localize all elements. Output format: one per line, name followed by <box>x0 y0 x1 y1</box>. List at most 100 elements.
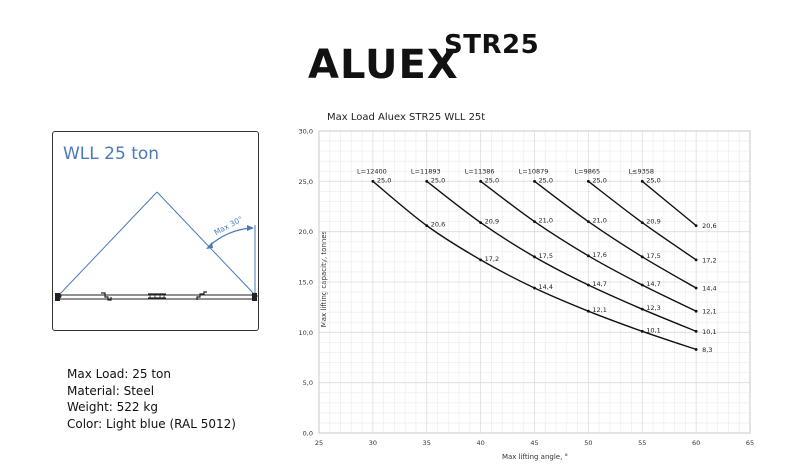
specifications-list: Max Load: 25 ton Material: Steel Weight:… <box>67 366 236 432</box>
plot-border <box>318 130 751 434</box>
data-label: 20,9 <box>485 218 499 226</box>
sling-lines-icon <box>58 191 256 296</box>
y-tick-label: 20,0 <box>299 228 313 236</box>
y-tick-label: 30,0 <box>299 128 313 136</box>
data-label: 12,1 <box>702 308 716 316</box>
data-label: 17,2 <box>702 256 716 264</box>
series-name-label: L=11893 <box>411 167 441 175</box>
data-point <box>586 254 590 258</box>
data-label: 20,6 <box>431 221 445 229</box>
x-tick-label: 65 <box>746 439 754 447</box>
data-point <box>586 179 590 183</box>
data-point <box>640 307 644 311</box>
series-L=10879: 25,0 21,0 17,5 14,4 L=10879 <box>519 167 717 292</box>
data-label: 20,9 <box>646 218 660 226</box>
spreader-beam-icon <box>55 291 258 301</box>
data-label: 14,7 <box>646 280 660 288</box>
data-point <box>640 255 644 259</box>
x-tick-label: 50 <box>584 439 592 447</box>
series-line <box>534 180 697 289</box>
data-point <box>640 283 644 287</box>
data-point <box>586 220 590 224</box>
wll-title: WLL 25 ton <box>63 144 160 164</box>
data-label: 10,1 <box>646 326 660 334</box>
spec-max-load: Max Load: 25 ton <box>67 367 172 381</box>
series-line <box>426 180 697 332</box>
x-axis-label: Max lifting angle, ° <box>501 453 569 461</box>
data-point <box>479 179 483 183</box>
data-label: 10,1 <box>702 328 716 336</box>
data-point <box>640 221 644 225</box>
data-label: 17,5 <box>646 252 660 260</box>
data-point <box>371 179 375 183</box>
x-tick-label: 45 <box>530 439 538 447</box>
plot-frame <box>318 130 751 434</box>
data-point <box>425 179 429 183</box>
x-tick-label: 30 <box>369 439 377 447</box>
data-point <box>694 348 698 351</box>
data-label: 21,0 <box>592 217 606 225</box>
data-label: 25,0 <box>539 176 553 184</box>
series-L=11386: 25,0 21,0 17,6 14,7 12,1 L=11386 <box>465 167 717 315</box>
data-point <box>640 179 644 183</box>
chart-title: Max Load Aluex STR25 WLL 25t <box>327 112 486 123</box>
data-label: 14,7 <box>592 280 606 288</box>
y-tick-label: 15,0 <box>299 279 313 287</box>
series-L=9865: 25,0 20,9 17,2 L=9865 <box>575 167 717 264</box>
series-line <box>641 180 697 227</box>
y-tick-label: 0,0 <box>303 430 313 438</box>
series-name-label: L=9865 <box>575 167 601 175</box>
data-point <box>694 224 698 228</box>
series-name-label: L=12400 <box>357 167 387 175</box>
x-tick-label: 35 <box>423 439 431 447</box>
data-label: 17,6 <box>592 251 606 259</box>
spec-weight: Weight: 522 kg <box>67 400 158 414</box>
data-label: 12,1 <box>592 306 606 314</box>
x-tick-label: 60 <box>692 439 700 447</box>
data-point <box>694 286 698 290</box>
data-point <box>479 258 483 262</box>
data-point <box>533 179 536 183</box>
data-label: 25,0 <box>592 176 606 184</box>
data-label: 17,2 <box>485 255 499 263</box>
series-name-label: L≤9358 <box>628 167 654 175</box>
spec-color: Color: Light blue (RAL 5012) <box>67 416 236 431</box>
x-tick-label: 25 <box>315 439 323 447</box>
y-tick-label: 5,0 <box>303 379 313 387</box>
data-label: 8,3 <box>702 346 712 354</box>
series-L=12400: 25,0 20,6 17,2 14,4 12,1 10,1 8,3 L=12400 <box>357 167 712 354</box>
axis-ticks: 25 30 35 40 45 50 55 60 65 0,0 5,0 10,0 15,0 20,0 25,0… <box>299 128 755 448</box>
data-point <box>586 283 590 287</box>
data-point <box>425 224 429 228</box>
data-point <box>533 255 536 259</box>
series-name-label: L=10879 <box>519 167 549 175</box>
x-tick-label: 55 <box>638 439 646 447</box>
logo-main-text: ALUEX <box>308 42 459 88</box>
data-point <box>586 309 590 313</box>
data-label: 17,5 <box>539 252 553 260</box>
data-point <box>533 220 536 224</box>
y-tick-label: 25,0 <box>299 178 313 186</box>
data-label: 25,0 <box>485 176 499 184</box>
data-label: 12,3 <box>646 304 660 312</box>
y-tick-label: 10,0 <box>299 329 313 337</box>
data-point <box>694 329 698 333</box>
series-name-label: L=11386 <box>465 167 495 175</box>
data-label: 25,0 <box>377 176 391 184</box>
series-L≤9358: 25,0 20,6 L≤9358 <box>628 167 716 230</box>
data-point <box>533 286 536 290</box>
data-point <box>694 258 698 262</box>
spreader-diagram: Max 30° <box>55 191 258 301</box>
data-label: 20,6 <box>702 222 716 230</box>
data-label: 14,4 <box>539 283 553 291</box>
data-label: 14,4 <box>702 285 716 293</box>
x-tick-label: 40 <box>476 439 484 447</box>
sling-diagram-panel: WLL 25 ton Max 30° <box>52 131 259 331</box>
data-point <box>479 221 483 225</box>
data-point <box>640 329 644 333</box>
spec-material: Material: Steel <box>67 383 155 398</box>
data-label: 25,0 <box>431 176 445 184</box>
data-series: 25,020,617,214,412,110,18,3L=1240025,020… <box>357 167 717 354</box>
series-L=11893: 25,0 20,9 17,5 14,7 12,3 10,1 L=11893 <box>411 167 717 335</box>
